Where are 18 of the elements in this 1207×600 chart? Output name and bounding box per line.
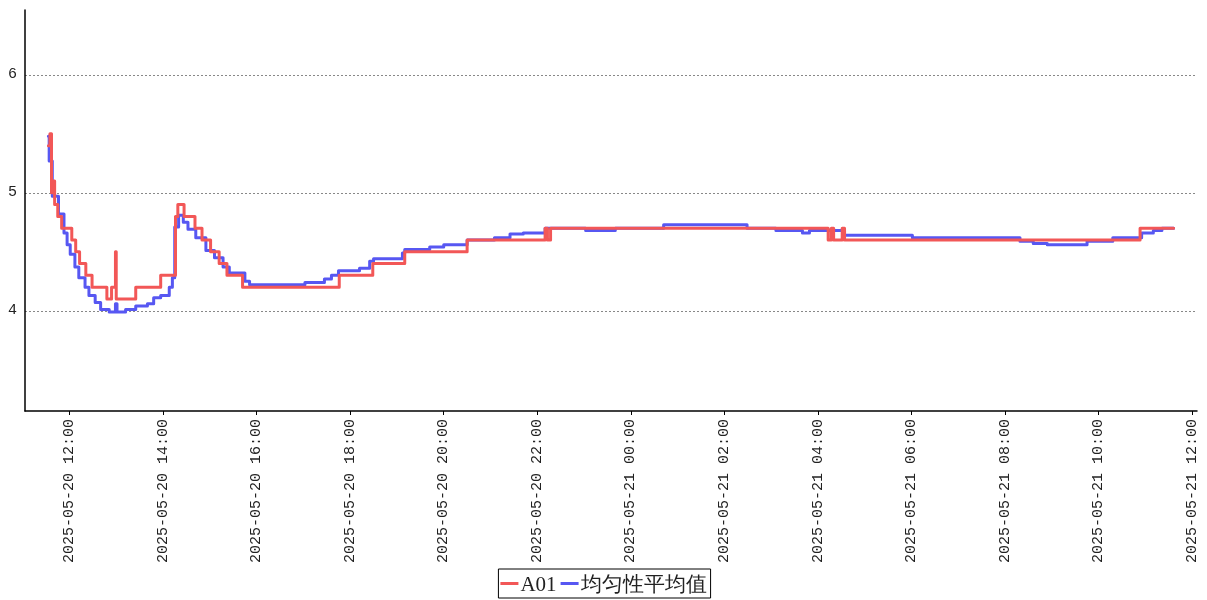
x-tick-label: 2025-05-20 20:00 — [435, 419, 453, 564]
x-tick-label: 2025-05-20 16:00 — [248, 419, 266, 564]
x-tick-label: 2025-05-21 08:00 — [996, 419, 1014, 564]
x-tick-label: 2025-05-21 06:00 — [903, 419, 921, 564]
y-tick-label: 5 — [7, 184, 17, 202]
x-tick-label: 2025-05-20 12:00 — [60, 419, 78, 564]
x-tick-label: 2025-05-21 02:00 — [715, 419, 733, 564]
y-tick-label: 6 — [7, 66, 17, 84]
x-tick-label: 2025-05-21 12:00 — [1183, 419, 1201, 564]
x-tick-label: 2025-05-20 18:00 — [341, 419, 359, 564]
x-tick-label: 2025-05-20 14:00 — [154, 419, 172, 564]
y-tick-label: 4 — [7, 302, 17, 320]
x-tick-label: 2025-05-21 00:00 — [622, 419, 640, 564]
legend-label: 均匀性平均值 — [579, 571, 707, 596]
x-tick-label: 2025-05-20 22:00 — [528, 419, 546, 564]
legend-label: A01 — [520, 571, 557, 596]
x-tick-label: 2025-05-21 10:00 — [1090, 419, 1108, 564]
x-tick-label: 2025-05-21 04:00 — [809, 419, 827, 564]
